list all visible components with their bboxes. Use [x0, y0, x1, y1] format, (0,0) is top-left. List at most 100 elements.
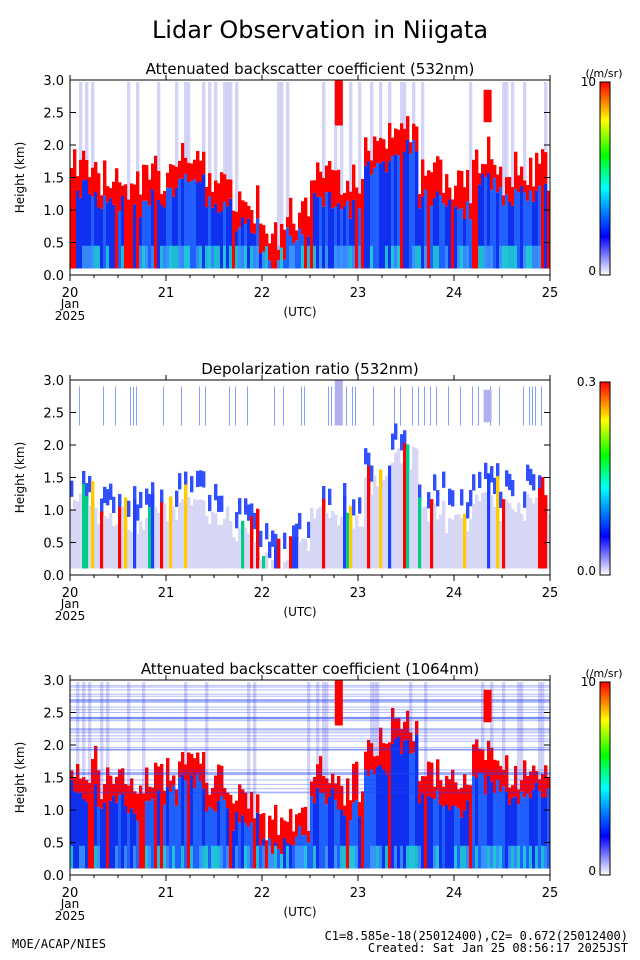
depol-cloud-edge	[403, 430, 407, 447]
aerosol-layer	[100, 808, 104, 869]
near-surface-aerosol	[238, 245, 242, 269]
precipitation-streak	[271, 254, 275, 269]
chart-title: Attenuated backscatter coefficient (532n…	[146, 60, 475, 78]
depol-streak	[496, 476, 500, 569]
depol-cloud-edge	[322, 486, 326, 503]
aerosol-layer	[148, 801, 152, 869]
depol-background	[244, 527, 248, 569]
near-surface-aerosol	[166, 845, 170, 869]
aerosol-layer	[499, 791, 503, 869]
depol-cloud-edge	[100, 498, 104, 515]
cloud-layer	[391, 707, 395, 744]
aerosol-layer	[91, 196, 95, 269]
cloud-layer	[118, 182, 122, 212]
near-surface-aerosol	[340, 845, 344, 869]
near-surface-aerosol	[508, 845, 512, 869]
cloud-layer	[376, 140, 380, 163]
aerosol-layer	[163, 804, 167, 869]
above-cloud-signal	[469, 82, 473, 204]
depol-cloud-edge	[529, 468, 533, 486]
aerosol-layer	[259, 845, 263, 869]
cloud-layer	[211, 787, 215, 810]
aerosol-layer	[418, 803, 422, 869]
above-cloud-signal	[91, 82, 95, 168]
cloud-layer	[274, 804, 278, 843]
cloud-layer	[319, 756, 323, 794]
cloud-layer	[538, 163, 542, 186]
depol-cloud-edge	[442, 471, 446, 488]
cloud-layer	[340, 194, 344, 210]
cloud-layer	[127, 785, 131, 814]
cloud-layer	[394, 718, 398, 739]
depol-background	[88, 505, 92, 569]
cloud-layer	[172, 775, 176, 786]
near-surface-aerosol	[523, 245, 527, 269]
near-surface-aerosol	[178, 245, 182, 269]
depol-background	[370, 494, 374, 569]
noise-speckle	[304, 386, 305, 426]
cloud-layer	[412, 123, 416, 140]
cloud-layer	[232, 803, 236, 831]
aerosol-layer	[466, 201, 470, 269]
depol-streak	[274, 546, 278, 569]
noise-speckle	[283, 386, 284, 426]
cloud-layer	[70, 168, 74, 191]
cloud-layer	[70, 770, 74, 781]
cloud-layer	[472, 159, 476, 184]
aerosol-layer	[259, 253, 263, 269]
aerosol-layer	[208, 196, 212, 269]
cloud-layer	[76, 176, 80, 191]
cloud-layer	[229, 794, 233, 812]
noise-band	[70, 706, 550, 708]
aerosol-layer	[286, 227, 290, 269]
cloud-layer	[154, 155, 158, 192]
aerosol-layer	[514, 188, 518, 269]
cloud-layer	[103, 784, 107, 803]
above-cloud-signal	[286, 82, 290, 218]
cloud-layer	[100, 195, 104, 209]
precipitation-streak	[232, 223, 236, 269]
aerosol-layer	[205, 207, 209, 269]
near-surface-aerosol	[412, 245, 416, 269]
depol-background	[166, 520, 170, 569]
noise-speckle	[523, 386, 524, 426]
near-surface-aerosol	[244, 245, 248, 269]
near-surface-aerosol	[223, 245, 227, 269]
cloud-layer	[517, 789, 521, 805]
aerosol-layer	[238, 822, 242, 869]
cloud-layer	[133, 791, 137, 814]
near-surface-aerosol	[280, 245, 284, 269]
above-cloud-signal	[403, 82, 407, 129]
near-surface-aerosol	[394, 845, 398, 869]
cloud-layer	[397, 129, 401, 156]
cloud-layer	[472, 744, 476, 776]
aerosol-layer	[202, 174, 206, 269]
depol-background	[340, 516, 344, 569]
y-tick-label: 0.5	[43, 237, 64, 252]
colorbar	[599, 381, 611, 576]
aerosol-layer	[208, 806, 212, 869]
noise-band	[70, 730, 550, 732]
depol-background	[457, 514, 461, 569]
cloud-layer	[73, 149, 77, 182]
noise-band	[70, 700, 550, 702]
near-surface-aerosol	[211, 845, 215, 869]
aerosol-layer	[520, 185, 524, 269]
cloud-layer	[271, 819, 275, 854]
aerosol-layer	[331, 788, 335, 869]
aerosol-layer	[433, 197, 437, 269]
above-cloud-signal	[412, 82, 416, 124]
aerosol-layer	[523, 797, 527, 869]
aerosol-layer	[199, 181, 203, 269]
cloud-layer	[448, 187, 452, 200]
aerosol-layer	[184, 780, 188, 869]
noise-speckle	[424, 386, 425, 426]
aerosol-layer	[112, 204, 116, 269]
near-surface-aerosol	[373, 845, 377, 869]
cloud-layer	[412, 741, 416, 753]
above-cloud-signal	[202, 82, 206, 152]
aerosol-layer	[310, 795, 314, 869]
cloud-layer	[295, 230, 299, 241]
depol-streak	[151, 495, 155, 569]
noise-speckle	[103, 386, 104, 426]
